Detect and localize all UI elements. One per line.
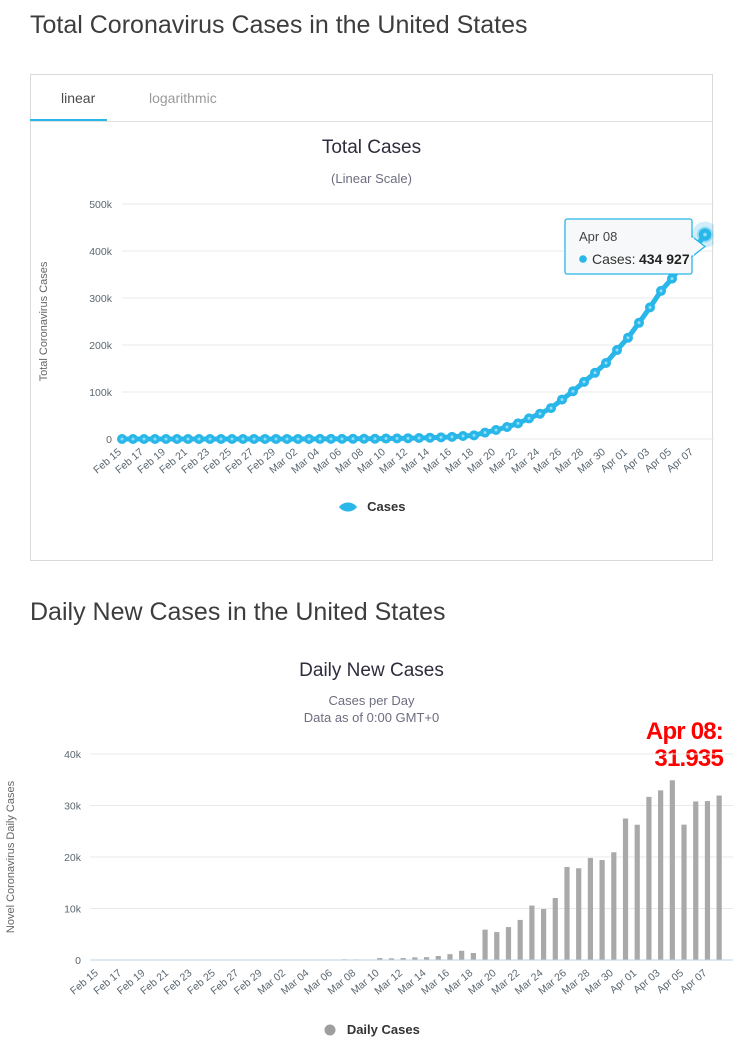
svg-text:500k: 500k xyxy=(89,200,113,211)
svg-text:300k: 300k xyxy=(89,293,113,305)
svg-text:Apr 08: Apr 08 xyxy=(579,229,617,244)
svg-text:Total Coronavirus Cases: Total Coronavirus Cases xyxy=(38,261,50,381)
svg-text:200k: 200k xyxy=(89,340,113,352)
svg-text:Novel Coronavirus Daily Cases: Novel Coronavirus Daily Cases xyxy=(5,780,17,933)
svg-text:10k: 10k xyxy=(64,904,82,916)
svg-text:434 927: 434 927 xyxy=(639,251,690,267)
svg-text:400k: 400k xyxy=(89,246,113,258)
svg-text:40k: 40k xyxy=(64,749,82,761)
svg-text:20k: 20k xyxy=(64,852,82,864)
svg-text:0: 0 xyxy=(75,955,81,967)
svg-text:Cases:: Cases: xyxy=(592,251,636,267)
svg-text:30k: 30k xyxy=(64,801,82,813)
svg-text:0: 0 xyxy=(106,434,112,446)
svg-text:100k: 100k xyxy=(89,387,113,399)
svg-text:Apr 07: Apr 07 xyxy=(678,967,710,996)
